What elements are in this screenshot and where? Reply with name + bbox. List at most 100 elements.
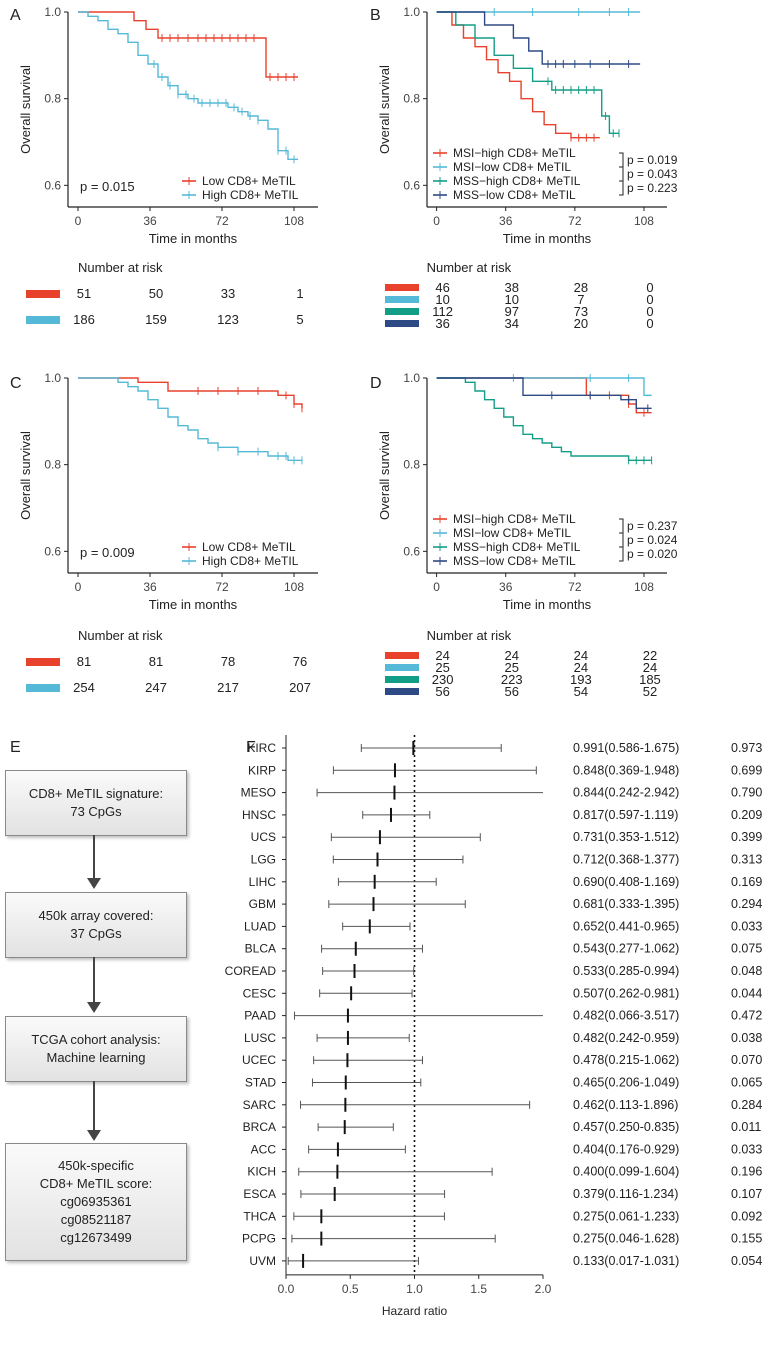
forest-row-label: GBM xyxy=(249,897,276,911)
risk-table-value: 0 xyxy=(646,304,653,319)
risk-table-value: 50 xyxy=(149,286,163,301)
x-tick-label: 108 xyxy=(634,580,654,594)
legend-label: Low CD8+ MeTIL xyxy=(202,174,296,188)
y-tick-label: 1.0 xyxy=(403,371,420,385)
km-curve-series-2 xyxy=(78,377,302,462)
forest-row-label: HNSC xyxy=(242,808,276,822)
x-tick-label: 0 xyxy=(433,580,440,594)
x-tick-label: 0 xyxy=(433,214,440,228)
risk-table-value: 34 xyxy=(504,316,518,331)
risk-table-value: 112 xyxy=(432,304,453,319)
risk-table-value: 24 xyxy=(574,648,588,663)
x-axis-label: Time in months xyxy=(503,231,592,246)
forest-hr-text: 0.848(0.369-1.948) xyxy=(573,763,679,777)
forest-hr-text: 0.462(0.113-1.896) xyxy=(573,1098,678,1112)
flow-box-line: CD8+ MeTIL score: xyxy=(39,1176,153,1191)
x-axis-label: Time in months xyxy=(149,231,238,246)
risk-table-value: 36 xyxy=(435,316,449,331)
forest-p-value: 0.699 xyxy=(731,763,762,777)
panel-letter: B xyxy=(370,7,381,24)
forest-p-value: 0.011 xyxy=(731,1120,761,1134)
y-tick-label: 0.6 xyxy=(403,544,420,558)
forest-p-value: 0.209 xyxy=(731,808,762,822)
flow-box-line: TCGA cohort analysis: xyxy=(31,1032,161,1047)
flow-box-line: cg08521187 xyxy=(60,1212,132,1227)
forest-row-label: UVM xyxy=(249,1254,276,1268)
risk-table-value: 186 xyxy=(73,312,95,327)
flow-box-line: 73 CpGs xyxy=(70,804,122,819)
x-tick-label: 36 xyxy=(499,214,513,228)
forest-p-value: 0.973 xyxy=(731,741,762,755)
forest-x-tick-label: 1.5 xyxy=(470,1282,487,1296)
risk-table-color-bar xyxy=(385,284,419,291)
forest-row-label: KIRC xyxy=(247,741,276,755)
km-curve-series-3 xyxy=(436,377,652,462)
risk-table-title: Number at risk xyxy=(427,260,512,275)
pvalue-bracket xyxy=(619,532,624,548)
risk-table-value: 7 xyxy=(577,292,584,307)
risk-table-value: 5 xyxy=(296,312,303,327)
forest-p-value: 0.294 xyxy=(731,897,762,911)
risk-table-value: 207 xyxy=(289,680,311,695)
km-curve-series-3 xyxy=(436,11,619,135)
pvalue-bracket xyxy=(619,152,624,168)
panel-letter: A xyxy=(10,7,21,24)
legend-label: MSS−low CD8+ MeTIL xyxy=(453,188,576,202)
y-tick-label: 0.8 xyxy=(44,458,61,472)
flow-box-signature: CD8+ MeTIL signature: 73 CpGs xyxy=(5,770,187,836)
legend-label: MSS−high CD8+ MeTIL xyxy=(453,174,581,188)
risk-table-value: 52 xyxy=(643,684,657,699)
legend-label: MSI−high CD8+ MeTIL xyxy=(453,146,576,160)
risk-table-value: 24 xyxy=(643,660,657,675)
km-curve-series-4 xyxy=(436,377,652,410)
forest-row-label: PCPG xyxy=(242,1232,276,1246)
x-tick-label: 72 xyxy=(215,214,229,228)
legend-label: MSI−high CD8+ MeTIL xyxy=(453,512,576,526)
risk-table-value: 193 xyxy=(570,672,592,687)
p-value-label: p = 0.020 xyxy=(627,547,678,561)
risk-table-value: 159 xyxy=(145,312,167,327)
risk-table-value: 0 xyxy=(646,292,653,307)
risk-table-value: 73 xyxy=(574,304,588,319)
risk-table-value: 25 xyxy=(504,660,518,675)
p-value-label: p = 0.019 xyxy=(627,153,678,167)
forest-x-axis-label: Hazard ratio xyxy=(382,1304,448,1318)
forest-row-label: SARC xyxy=(243,1098,277,1112)
legend-label: MSS−high CD8+ MeTIL xyxy=(453,540,581,554)
forest-hr-text: 0.465(0.206-1.049) xyxy=(573,1076,679,1090)
x-axis-label: Time in months xyxy=(149,597,238,612)
pvalue-bracket xyxy=(619,546,624,562)
p-value-label: p = 0.237 xyxy=(627,519,678,533)
risk-table-title: Number at risk xyxy=(78,260,163,275)
flow-box-line: CD8+ MeTIL signature: xyxy=(28,786,164,801)
forest-row-label: COREAD xyxy=(225,964,277,978)
forest-p-value: 0.075 xyxy=(731,942,762,956)
risk-table-color-bar xyxy=(26,290,60,298)
forest-row-label: LUSC xyxy=(244,1031,276,1045)
forest-row-label: BLCA xyxy=(245,942,276,956)
y-tick-label: 0.6 xyxy=(403,178,420,192)
x-tick-label: 108 xyxy=(634,214,654,228)
x-tick-label: 0 xyxy=(75,580,82,594)
risk-table-value: 24 xyxy=(574,660,588,675)
forest-x-tick-label: 0.0 xyxy=(278,1282,295,1296)
x-tick-label: 108 xyxy=(284,580,304,594)
forest-p-value: 0.284 xyxy=(731,1098,762,1112)
forest-hr-text: 0.652(0.441-0.965) xyxy=(573,919,679,933)
flow-box-line: 450k-specific xyxy=(58,1158,134,1173)
risk-table-value: 33 xyxy=(221,286,235,301)
forest-row-label: KICH xyxy=(247,1165,276,1179)
legend-label: MSI−low CD8+ MeTIL xyxy=(453,160,571,174)
panel-letter: C xyxy=(10,375,22,392)
down-arrow-icon xyxy=(87,957,101,1013)
risk-table-value: 38 xyxy=(504,280,518,295)
p-value-label: p = 0.043 xyxy=(627,167,678,181)
forest-row-label: LGG xyxy=(251,853,276,867)
forest-row-label: ESCA xyxy=(243,1187,276,1201)
p-value-label: p = 0.015 xyxy=(80,179,135,194)
risk-table-value: 230 xyxy=(432,672,454,687)
risk-table-value: 254 xyxy=(73,680,95,695)
risk-table-title: Number at risk xyxy=(78,628,163,643)
pvalue-bracket xyxy=(619,518,624,534)
